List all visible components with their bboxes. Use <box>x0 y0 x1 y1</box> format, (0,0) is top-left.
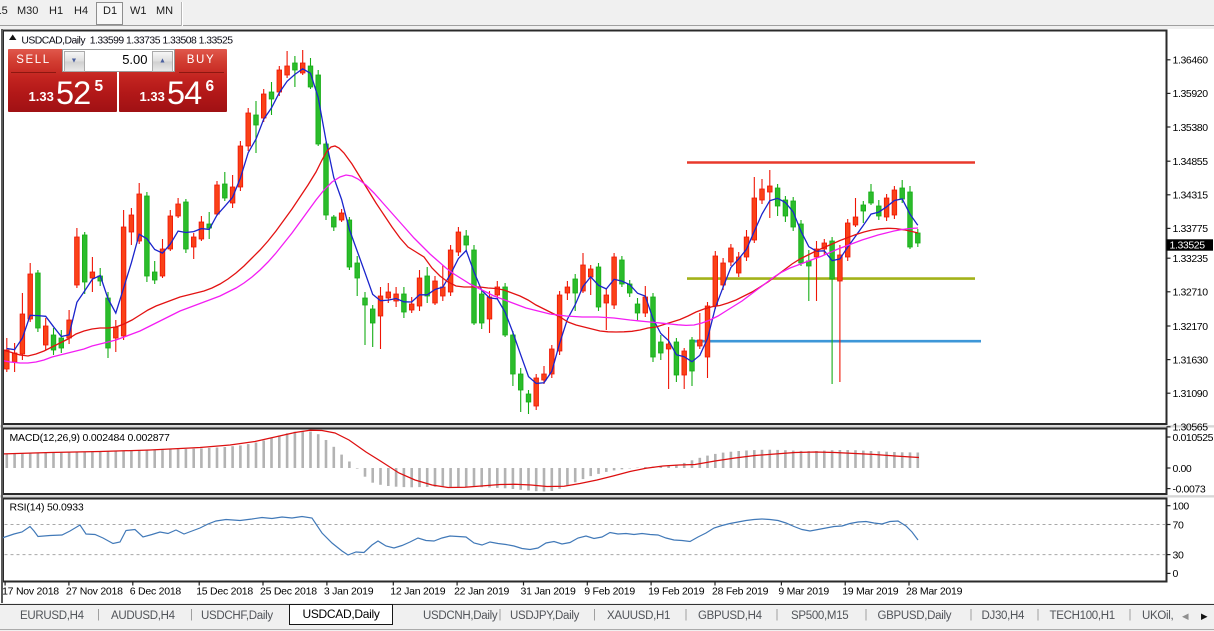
svg-text:RSI(14) 50.0933: RSI(14) 50.0933 <box>10 502 84 514</box>
svg-text:15 Dec 2018: 15 Dec 2018 <box>196 586 253 598</box>
svg-text:USDCAD,Daily 1.33599 1.33735: USDCAD,Daily 1.33599 1.33735 1.33508 1.3… <box>21 36 233 47</box>
svg-text:1.31630: 1.31630 <box>1173 354 1209 366</box>
svg-text:0.010525: 0.010525 <box>1173 432 1214 444</box>
svg-text:0: 0 <box>1173 568 1179 580</box>
svg-text:22 Jan 2019: 22 Jan 2019 <box>454 586 509 598</box>
svg-text:100: 100 <box>1173 501 1190 513</box>
svg-text:1.30565: 1.30565 <box>1173 422 1209 434</box>
svg-text:1.33525: 1.33525 <box>1170 240 1206 252</box>
svg-text:9 Feb 2019: 9 Feb 2019 <box>584 586 635 598</box>
svg-text:25 Dec 2018: 25 Dec 2018 <box>260 586 317 598</box>
svg-text:28 Feb 2019: 28 Feb 2019 <box>712 586 769 598</box>
svg-text:17 Nov 2018: 17 Nov 2018 <box>2 586 59 598</box>
svg-text:1.32170: 1.32170 <box>1173 321 1209 333</box>
svg-text:70: 70 <box>1173 519 1184 531</box>
svg-text:1.34855: 1.34855 <box>1173 156 1209 168</box>
svg-text:19 Mar 2019: 19 Mar 2019 <box>842 586 899 598</box>
svg-text:3 Jan 2019: 3 Jan 2019 <box>324 586 374 598</box>
svg-text:1.36460: 1.36460 <box>1173 55 1209 67</box>
svg-text:1.35380: 1.35380 <box>1173 122 1209 134</box>
svg-text:1.32710: 1.32710 <box>1173 287 1209 299</box>
svg-text:1.33775: 1.33775 <box>1173 223 1209 235</box>
svg-text:6 Dec 2018: 6 Dec 2018 <box>130 586 182 598</box>
svg-text:1.34315: 1.34315 <box>1173 190 1209 202</box>
svg-text:27 Nov 2018: 27 Nov 2018 <box>66 586 123 598</box>
svg-text:28 Mar 2019: 28 Mar 2019 <box>906 586 963 598</box>
svg-text:1.33235: 1.33235 <box>1173 253 1209 265</box>
svg-text:1.35920: 1.35920 <box>1173 88 1209 100</box>
svg-text:12 Jan 2019: 12 Jan 2019 <box>390 586 445 598</box>
svg-text:0.00: 0.00 <box>1173 463 1192 475</box>
svg-text:30: 30 <box>1173 549 1184 561</box>
svg-text:9 Mar 2019: 9 Mar 2019 <box>778 586 829 598</box>
svg-text:1.31090: 1.31090 <box>1173 388 1209 400</box>
svg-text:31 Jan 2019: 31 Jan 2019 <box>521 586 576 598</box>
svg-text:-0.0073: -0.0073 <box>1173 483 1206 495</box>
svg-text:19 Feb 2019: 19 Feb 2019 <box>648 586 705 598</box>
svg-text:MACD(12,26,9) 0.002484 0.00287: MACD(12,26,9) 0.002484 0.002877 <box>10 432 171 444</box>
